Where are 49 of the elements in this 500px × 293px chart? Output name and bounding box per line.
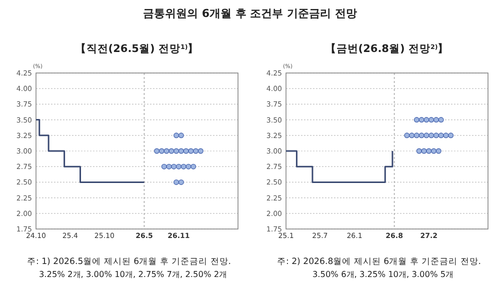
chart-title: 금통위원의 6개월 후 조건부 기준금리 전망 — [143, 7, 357, 20]
point — [168, 148, 174, 154]
point — [178, 179, 184, 185]
point — [154, 148, 160, 154]
point — [424, 117, 430, 123]
point — [198, 148, 204, 154]
point — [186, 164, 192, 170]
point — [448, 132, 454, 138]
point — [178, 132, 184, 138]
point — [409, 132, 415, 138]
point — [161, 164, 167, 170]
point — [428, 132, 434, 138]
point — [174, 148, 180, 154]
point — [421, 148, 427, 154]
point — [174, 132, 180, 138]
point — [438, 132, 444, 138]
point — [430, 148, 436, 154]
chart-subtitle: 【직전(26.5월) 전망$^{1)}$】 — [75, 42, 199, 55]
point — [414, 132, 420, 138]
point — [176, 164, 182, 170]
point — [193, 148, 199, 154]
point — [426, 148, 432, 154]
point — [416, 148, 422, 154]
point — [174, 179, 180, 185]
point — [418, 132, 424, 138]
text: 주: 1) 2026.5월에 제시된 6개월 후 기준금리 전망. — [26, 257, 232, 267]
point — [438, 117, 444, 123]
point — [178, 148, 184, 154]
point — [433, 132, 439, 138]
point — [188, 148, 194, 154]
point — [158, 148, 164, 154]
chart-subtitle: 【금번(26.8월) 전망$^{2)}$】 — [325, 42, 449, 55]
point — [428, 117, 434, 123]
point — [404, 132, 410, 138]
point — [171, 164, 177, 170]
point — [424, 132, 430, 138]
point — [436, 148, 442, 154]
text: 3.25% 2개, 3.00% 10개, 2.75% 7개, 2.50% 2개 — [38, 269, 228, 279]
point — [418, 117, 424, 123]
text: 주: 2) 2026.8월에 제시된 6개월 후 기준금리 전망. — [276, 257, 482, 267]
text: 3.50% 6개, 3.25% 10개, 3.00% 5개 — [312, 269, 454, 279]
point — [164, 148, 170, 154]
point — [190, 164, 196, 170]
point — [166, 164, 172, 170]
point — [414, 117, 420, 123]
point — [183, 148, 189, 154]
point — [180, 164, 186, 170]
point — [443, 132, 449, 138]
point — [433, 117, 439, 123]
